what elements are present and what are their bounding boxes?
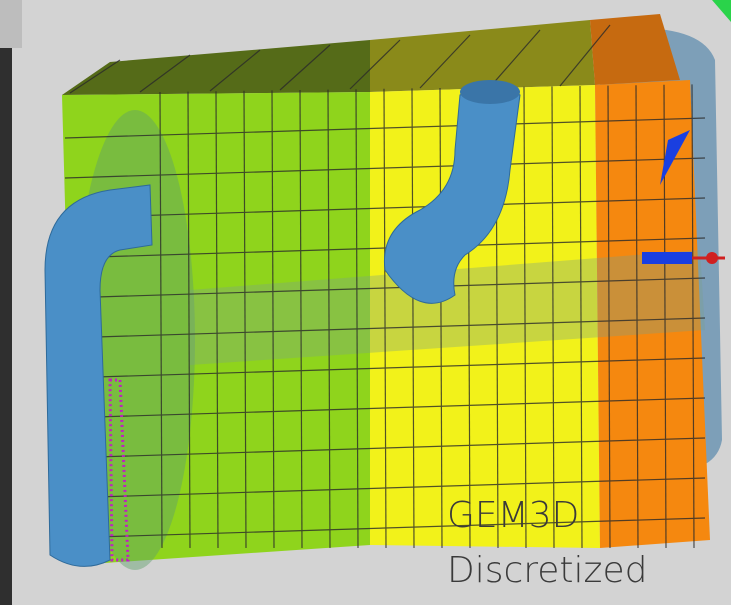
pipe-opening (460, 80, 520, 104)
axis-knob (706, 252, 718, 264)
panel-edge (0, 48, 12, 605)
page: GEM3D Discretized (() => { const data = … (0, 0, 731, 605)
model-viewport: GEM3D Discretized (0, 0, 731, 605)
caption-line: GEM3D (447, 495, 579, 536)
axis-arrow (642, 252, 692, 264)
caption-line: Discretized (447, 550, 647, 591)
panel-corner (0, 0, 22, 48)
